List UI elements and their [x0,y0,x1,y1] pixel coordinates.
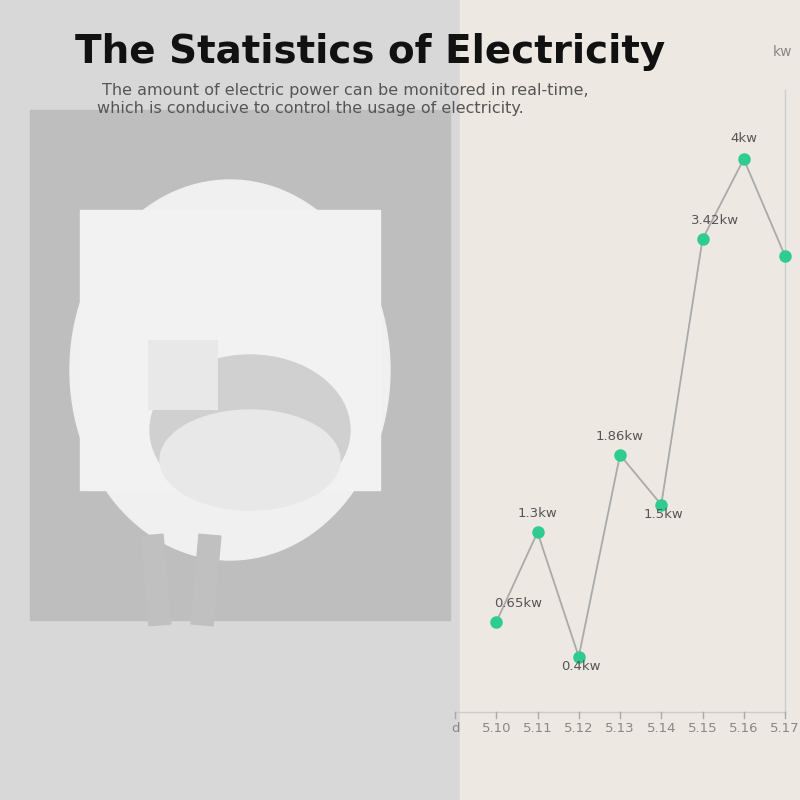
Text: 0.65kw: 0.65kw [494,597,542,610]
Bar [141,534,171,626]
Text: 0.4kw: 0.4kw [561,660,601,673]
Bar [191,534,221,626]
Text: 1.3kw: 1.3kw [518,507,558,520]
Ellipse shape [150,355,350,505]
Text: 4kw: 4kw [730,132,758,145]
Ellipse shape [160,410,340,510]
Bar [0,0,460,800]
Text: kw: kw [773,45,792,59]
Text: 5.12: 5.12 [564,722,594,735]
Text: 5.13: 5.13 [605,722,635,735]
Text: 5.10: 5.10 [482,722,511,735]
Bar [30,110,450,620]
Text: 3.42kw: 3.42kw [690,214,738,227]
Ellipse shape [70,180,390,560]
Bar [80,210,380,490]
Text: 1.5kw: 1.5kw [643,508,683,521]
Text: which is conducive to control the usage of electricity.: which is conducive to control the usage … [97,101,523,115]
Text: 5.15: 5.15 [688,722,718,735]
Text: The Statistics of Electricity: The Statistics of Electricity [75,33,665,71]
Text: 1.86kw: 1.86kw [596,430,644,443]
Text: The amount of electric power can be monitored in real-time,: The amount of electric power can be moni… [102,82,588,98]
Text: 5.17: 5.17 [770,722,800,735]
Bar [148,340,218,410]
Text: 5.14: 5.14 [646,722,676,735]
Text: 5.11: 5.11 [522,722,552,735]
Text: d: d [450,722,459,735]
Bar [460,0,800,800]
Text: 5.16: 5.16 [729,722,758,735]
